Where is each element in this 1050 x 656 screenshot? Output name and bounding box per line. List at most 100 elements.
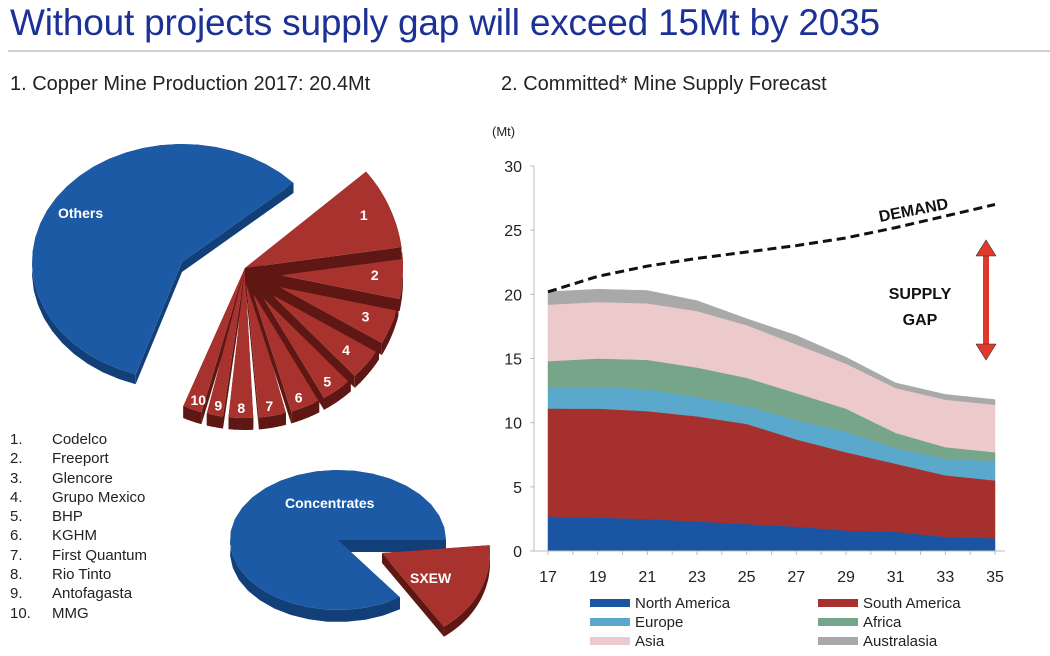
legend-label: Australasia <box>863 633 938 650</box>
demand-label: DEMAND <box>878 196 950 226</box>
legend-label: Africa <box>863 614 902 631</box>
producer-name: Grupo Mexico <box>52 488 146 506</box>
demand-line <box>547 203 996 294</box>
producer-slice-label: 4 <box>342 342 350 358</box>
producer-name: Freeport <box>52 450 109 468</box>
y-tick-label: 25 <box>504 223 522 240</box>
others-slice <box>32 144 294 375</box>
y-tick-label: 15 <box>504 352 522 369</box>
legend-label: North America <box>635 595 731 612</box>
y-tick-label: 0 <box>513 544 522 561</box>
producer-slice-side <box>324 379 351 410</box>
producer-slice-side <box>291 400 320 424</box>
producer-slice-label: 8 <box>237 400 245 416</box>
y-tick-label: 10 <box>504 416 522 433</box>
sxew-label: SXEW <box>410 570 452 586</box>
pie-section-title: 1. Copper Mine Production 2017: 20.4Mt <box>10 73 371 95</box>
legend-swatch <box>818 599 858 607</box>
y-axis-label: (Mt) <box>492 124 515 139</box>
gap-arrow-up-head <box>975 239 997 257</box>
producer-slice-label: 2 <box>371 267 379 283</box>
x-tick-label: 21 <box>638 569 656 586</box>
sxew-slice-side <box>443 545 490 637</box>
concentrates-slice <box>230 470 446 610</box>
producer-slice-label: 1 <box>360 207 368 223</box>
x-tick-label: 23 <box>688 569 706 586</box>
producer-rank: 9. <box>10 585 23 603</box>
producer-slice-label: 5 <box>323 373 331 389</box>
producer-slice-side <box>183 406 202 425</box>
producer-rank: 3. <box>10 469 23 487</box>
producer-slice-edge <box>245 268 292 424</box>
legend-swatch <box>818 618 858 626</box>
producer-name: Rio Tinto <box>52 566 112 584</box>
x-tick-label: 25 <box>738 569 756 586</box>
producer-name: Codelco <box>52 431 108 448</box>
producer-slice-label: 3 <box>362 309 370 325</box>
producer-slice-label: 6 <box>295 389 303 405</box>
producer-rank: 1. <box>10 431 23 448</box>
producer-name: BHP <box>52 508 83 526</box>
producer-name: KGHM <box>52 527 97 545</box>
y-tick-label: 5 <box>513 480 522 497</box>
producer-name: First Quantum <box>52 546 148 564</box>
x-tick-label: 31 <box>887 569 905 586</box>
producer-slice-label: 9 <box>214 397 222 413</box>
producer-rank: 2. <box>10 450 23 468</box>
producer-legend-item: 1. Codelco <box>10 430 147 449</box>
legend-label: Europe <box>635 614 683 631</box>
producer-slice <box>183 268 245 413</box>
producer-legend-item: 2. Freeport <box>10 449 147 468</box>
producer-slice-edge <box>245 268 324 410</box>
producer-slice-side <box>381 304 399 355</box>
gap-arrow-shaft <box>983 250 989 348</box>
producer-slice-side <box>228 417 254 430</box>
producer-slice-edge <box>245 268 259 430</box>
legend-swatch <box>590 637 630 645</box>
producer-name: Glencore <box>52 469 113 487</box>
process-pie <box>230 470 490 637</box>
x-tick-label: 17 <box>539 569 557 586</box>
producer-slice-side <box>206 413 223 429</box>
supply-gap-label: GAP <box>903 312 938 329</box>
producer-slice-side <box>399 252 403 312</box>
producer-slice-edge <box>223 268 245 429</box>
producer-legend-item: 4. Grupo Mexico <box>10 488 147 507</box>
producer-slice <box>206 268 245 417</box>
legend-swatch <box>590 599 630 607</box>
legend-swatch <box>818 637 858 645</box>
producer-slice-edge <box>245 268 382 355</box>
producer-legend-item: 5. BHP <box>10 507 147 526</box>
x-tick-label: 35 <box>986 569 1004 586</box>
producer-slice-side <box>354 347 379 388</box>
producer-rank: 7. <box>10 546 23 564</box>
producer-legend-item: 7. First Quantum <box>10 546 147 565</box>
chart-section-title: 2. Committed* Mine Supply Forecast <box>501 73 827 95</box>
producer-rank: 4. <box>10 488 23 506</box>
producer-slice-edge <box>245 247 402 280</box>
producer-slice-side <box>258 412 286 430</box>
producer-slice-label: 10 <box>191 392 207 408</box>
legend-swatch <box>590 618 630 626</box>
producer-legend-item: 10. MMG <box>10 604 147 623</box>
x-tick-label: 19 <box>589 569 607 586</box>
concentrates-slice-edge <box>338 540 446 552</box>
others-slice-edge <box>182 183 294 272</box>
producer-rank: 8. <box>10 566 23 584</box>
producer-legend-item: 6. KGHM <box>10 526 147 545</box>
producer-slice-edge <box>245 268 355 388</box>
producer-name: MMG <box>52 604 89 622</box>
sxew-slice-edge <box>382 553 444 637</box>
supply-gap-label: SUPPLY <box>889 286 952 303</box>
concentrates-label: Concentrates <box>285 495 375 511</box>
y-tick-label: 20 <box>504 287 522 304</box>
x-tick-label: 29 <box>837 569 855 586</box>
x-tick-label: 27 <box>787 569 805 586</box>
legend-label: Asia <box>635 633 665 650</box>
others-slice-edge <box>135 262 182 385</box>
producer-slice-label: 7 <box>265 398 273 414</box>
producer-rank: 6. <box>10 527 23 545</box>
gap-arrow-down-head <box>975 343 997 361</box>
y-tick-label: 30 <box>504 159 522 176</box>
